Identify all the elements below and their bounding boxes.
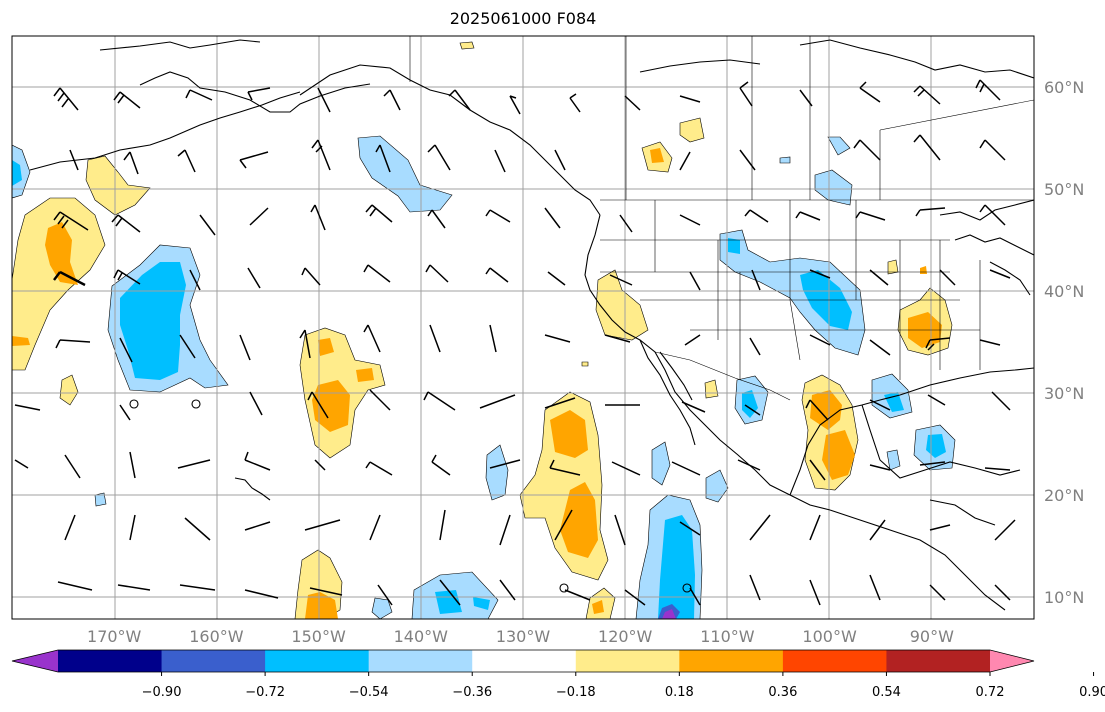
negative-anomaly-shading-strong [658,604,680,619]
longitude-label: 170°W [87,627,142,646]
colorbar-segment [265,650,370,672]
map-panel [12,36,1034,619]
latitude-label: 20°N [1044,486,1084,505]
gridlines [12,36,1034,619]
longitude-tick-labels: 170°W 160°W 150°W 140°W 130°W 120°W 110°W 100°W… [87,627,954,646]
colorbar-label: −0.36 [452,685,492,700]
latitude-label: 60°N [1044,78,1084,97]
longitude-label: 110°W [700,627,755,646]
latitude-label: 30°N [1044,384,1084,403]
longitude-label: 140°W [394,627,449,646]
latitude-tick-labels: 60°N 50°N 40°N 30°N 20°N 10°N [1044,78,1084,607]
longitude-label: 130°W [496,627,551,646]
colorbar-label: 0.36 [768,685,797,700]
colorbar: −0.90 −0.72 −0.54 −0.36 −0.18 0.18 0.36 0.54 0.7… [11,649,1105,700]
colorbar-segment [679,650,784,672]
longitude-label: 100°W [802,627,857,646]
colorbar-label: 0.90 [1079,685,1105,700]
longitude-label: 90°W [910,627,954,646]
coastlines [29,39,1034,611]
colorbar-label: 0.54 [872,685,901,700]
colorbar-label: 0.18 [665,685,694,700]
negative-anomaly-shading-medium [12,160,946,619]
latitude-label: 40°N [1044,282,1084,301]
latitude-label: 50°N [1044,180,1084,199]
latitude-label: 10°N [1044,588,1084,607]
colorbar-label: −0.90 [142,685,182,700]
longitude-label: 150°W [291,627,346,646]
map-title: 2025061000 F084 [449,9,597,28]
wind-barbs [14,79,1016,606]
colorbar-segment [368,650,473,672]
colorbar-label: −0.18 [556,685,596,700]
state-and-country-borders [409,36,1034,401]
colorbar-segment [886,650,991,672]
colorbar-segment [782,650,887,672]
longitude-label: 160°W [189,627,244,646]
colorbar-segment [58,650,163,672]
colorbar-outline [11,649,1035,673]
map-frame [11,35,1035,620]
colorbar-label: −0.54 [349,685,389,700]
colorbar-segment [472,650,577,672]
colorbar-segment [575,650,680,672]
colorbar-extension-high [990,650,1034,672]
colorbar-extension-low [12,650,58,672]
colorbar-segment [161,650,266,672]
colorbar-label: −0.72 [245,685,285,700]
colorbar-label: 0.72 [976,685,1005,700]
longitude-label: 120°W [598,627,653,646]
